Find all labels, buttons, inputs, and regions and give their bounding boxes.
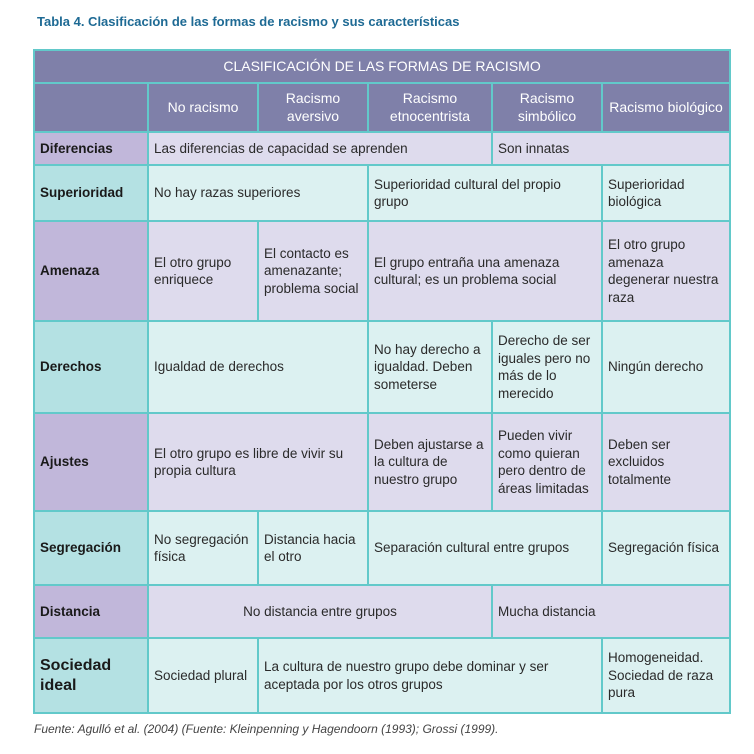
table-cell: Las diferencias de capacidad se aprenden [147, 131, 493, 166]
table-row: Derechos Igualdad de derechos No hay derec… [33, 320, 732, 414]
table-row: Distancia No distancia entre grupos Mucha … [33, 584, 732, 639]
table-caption: Tabla 4. Clasificación de las formas de … [37, 14, 460, 29]
row-label: Amenaza [33, 220, 149, 322]
column-header [33, 82, 149, 133]
table-cell: El otro grupo enriquece [147, 220, 259, 322]
table-cell: El contacto es amenazante; problema soci… [257, 220, 369, 322]
title-row: CLASIFICACIÓN DE LAS FORMAS DE RACISMO [32, 49, 732, 84]
table-row: Segregación No segregación física Distanci… [33, 510, 732, 586]
table-cell: Separación cultural entre grupos [367, 510, 603, 586]
table-cell: El otro grupo es libre de vivir su propi… [147, 412, 369, 512]
row-label: Derechos [33, 320, 149, 414]
table-cell: El grupo entraña una amenaza cultural; e… [367, 220, 603, 322]
table-cell: No segregación física [147, 510, 259, 586]
table-row: Ajustes El otro grupo es libre de vivir s… [33, 412, 732, 512]
table-cell: El otro grupo amenaza degenerar nuestra … [600, 220, 732, 322]
table-cell: Segregación física [600, 510, 732, 586]
table-cell: Mucha distancia [490, 584, 732, 639]
column-header: Racismo simbólico [491, 82, 603, 133]
table-row: Diferencias Las diferencias de capacidad … [33, 131, 732, 166]
table-cell: Deben ajustarse a la cultura de nuestro … [367, 412, 493, 512]
table-cell: Son innatas [490, 131, 732, 166]
table-cell: La cultura de nuestro grupo debe dominar… [257, 637, 603, 714]
table-cell: Sociedad plural [147, 637, 259, 714]
table-title: CLASIFICACIÓN DE LAS FORMAS DE RACISMO [32, 49, 732, 84]
row-label: Superioridad [33, 164, 149, 222]
table-cell: No distancia entre grupos [147, 584, 493, 639]
table-cell: Superioridad biológica [600, 164, 732, 222]
table-row: Sociedad ideal Sociedad plural La cultura … [33, 637, 732, 714]
column-header: Racismo etnocentrista [367, 82, 493, 133]
table-row: Amenaza El otro grupo enriquece El contact… [33, 220, 732, 322]
table-cell: Ningún derecho [600, 320, 732, 414]
row-label: Diferencias [33, 131, 149, 166]
table-cell: Homogeneidad. Sociedad de raza pura [600, 637, 732, 714]
table-cell: Distancia hacia el otro [257, 510, 369, 586]
header-row: No racismo Racismo aversivo Racismo etnoce… [33, 82, 732, 133]
source-note: Fuente: Agulló et al. (2004) (Fuente: Kl… [34, 722, 499, 736]
row-label: Distancia [33, 584, 149, 639]
table-row: Superioridad No hay razas superiores Super… [33, 164, 732, 222]
racism-classification-table: CLASIFICACIÓN DE LAS FORMAS DE RACISMO No… [32, 49, 732, 714]
table-cell: Superioridad cultural del propio grupo [367, 164, 603, 222]
column-header: No racismo [147, 82, 259, 133]
table-cell: Pueden vivir como quieran pero dentro de… [491, 412, 603, 512]
table-cell: No hay razas superiores [147, 164, 369, 222]
table-cell: Igualdad de derechos [147, 320, 369, 414]
table-cell: Deben ser excluidos totalmente [600, 412, 732, 512]
column-header: Racismo biológico [600, 82, 732, 133]
column-header: Racismo aversivo [257, 82, 369, 133]
row-label: Segregación [33, 510, 149, 586]
row-label: Sociedad ideal [33, 637, 149, 714]
row-label: Ajustes [33, 412, 149, 512]
table-cell: Derecho de ser iguales pero no más de lo… [491, 320, 603, 414]
table-cell: No hay derecho a igualdad. Deben someter… [367, 320, 493, 414]
